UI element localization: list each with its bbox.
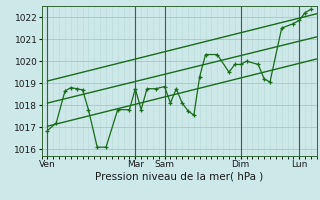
X-axis label: Pression niveau de la mer( hPa ): Pression niveau de la mer( hPa )	[95, 172, 263, 182]
